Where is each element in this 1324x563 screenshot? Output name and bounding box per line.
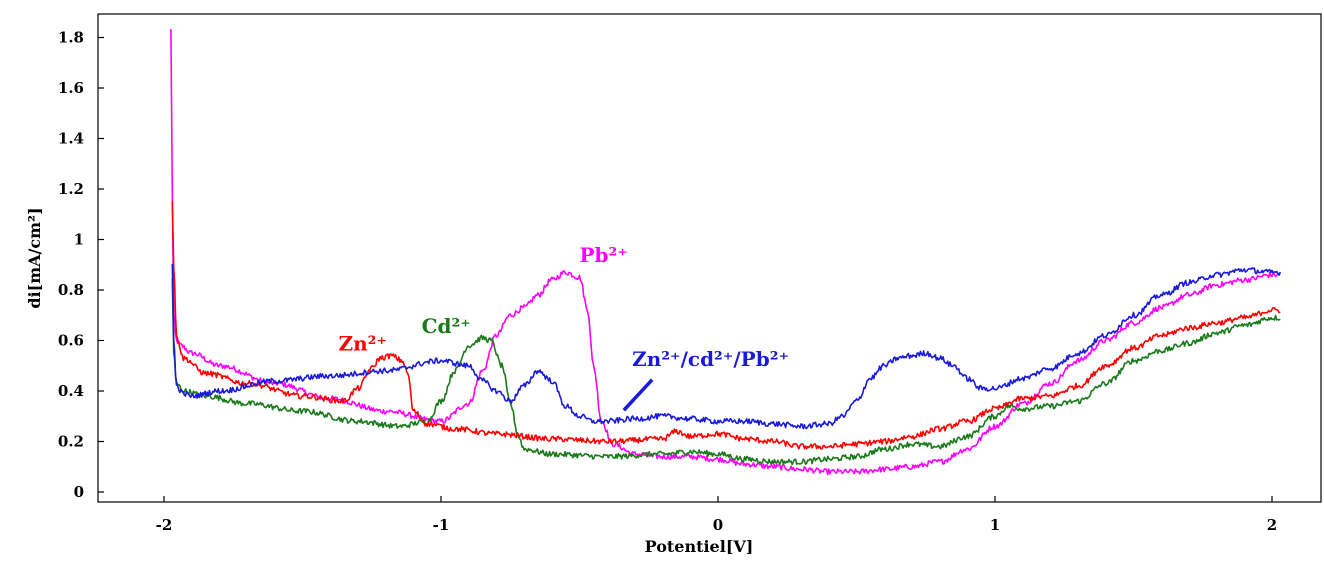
annotation-label-3: Zn²⁺/cd²⁺/Pb²⁺ [632, 347, 789, 371]
x-axis-title: Potentiel[V] [645, 537, 754, 556]
annotation-layer: Zn²⁺ Cd²⁺ Pb²⁺ Zn²⁺/cd²⁺/Pb²⁺ [339, 243, 789, 412]
x-tick-label: 1 [990, 516, 1000, 534]
y-tick-label: 1.6 [58, 79, 84, 97]
y-tick-label: 1.8 [58, 29, 84, 47]
y-tick-label: 1.4 [58, 130, 84, 148]
x-tick-label: 2 [1267, 516, 1277, 534]
x-tick-label: -1 [433, 516, 450, 534]
x-tick-label: -2 [156, 516, 173, 534]
series-line-0 [171, 201, 1281, 450]
y-tick-label: 1.2 [58, 180, 84, 198]
y-tick-label: 0.4 [58, 382, 84, 400]
plot-frame [97, 13, 1322, 503]
x-tick-label: 0 [713, 516, 723, 534]
axis-layer: -2 -1 0 1 2 0 0.2 0.4 0.6 0.8 1 1.2 1.4 1.6 1.8 [58, 29, 1277, 535]
y-tick-label: 0.6 [58, 332, 84, 350]
series-line-3 [171, 263, 1282, 430]
y-tick-label: 0.8 [58, 281, 84, 299]
annotation-label-1: Cd²⁺ [422, 314, 471, 338]
y-tick-label: 0.2 [58, 433, 84, 451]
annotation-label-0: Zn²⁺ [339, 332, 387, 356]
series-line-1 [171, 278, 1281, 466]
series-layer [170, 29, 1282, 476]
y-tick-label: 1 [74, 231, 84, 249]
annotation-label-2: Pb²⁺ [580, 243, 628, 267]
annotation-arrow [622, 378, 654, 412]
series-line-2 [170, 29, 1281, 476]
y-tick-label: 0 [74, 483, 84, 501]
y-axis-title: di[mA/cm²] [25, 207, 44, 308]
